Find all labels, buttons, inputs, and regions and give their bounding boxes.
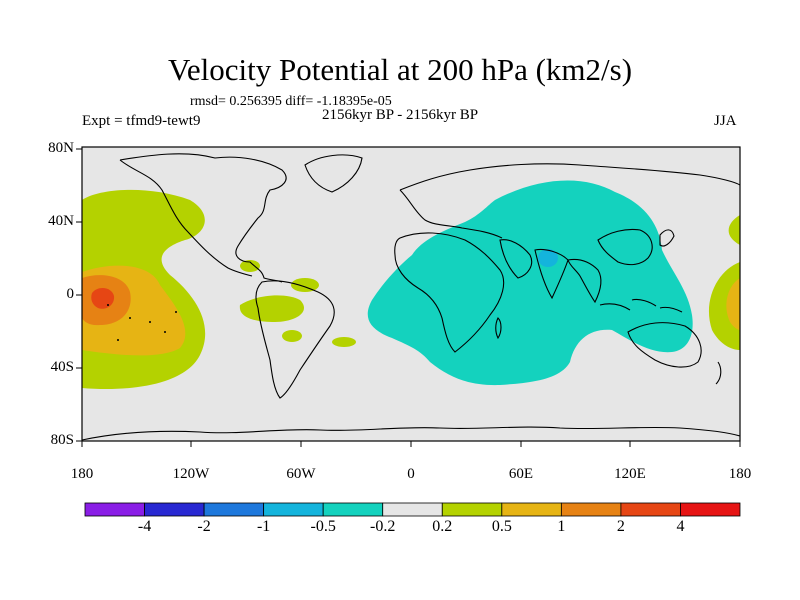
colorbar-label: 1	[557, 518, 566, 535]
colorbar-swatch	[144, 502, 205, 517]
colorbar-swatch	[382, 502, 443, 517]
colorbar-swatch	[560, 502, 622, 517]
lat-label-0: 0	[66, 286, 75, 302]
colorbar-label: -2	[197, 518, 211, 535]
lat-label-40n: 40N	[48, 213, 74, 229]
equatorial-atlantic-positive	[239, 295, 304, 322]
lon-ticks	[81, 441, 741, 447]
lon-label-120w: 120W	[172, 466, 210, 482]
map-title: Velocity Potential at 200 hPa (km2/s)	[167, 52, 633, 87]
colorbar-label: 2	[616, 518, 625, 535]
east-pacific-positive-mid	[726, 278, 740, 330]
stats-text: rmsd= 0.256395 diff= -1.18395e-05	[190, 94, 392, 109]
colorbar-label: -0.2	[370, 518, 396, 535]
pacific-island-dots	[107, 304, 177, 341]
lat-label-80s: 80S	[50, 432, 74, 448]
lon-label-60w: 60W	[286, 466, 316, 482]
lon-label-180e: 180	[728, 466, 752, 482]
colorbar-swatch	[680, 502, 741, 517]
lon-label-60e: 60E	[508, 466, 534, 482]
lon-label-180w: 180	[70, 466, 94, 482]
colorbar-swatch	[263, 502, 324, 517]
colorbar-swatch	[620, 502, 681, 517]
experiment-label: Expt = tfmd9-tewt9	[82, 113, 201, 129]
colorbar-label: 0.2	[432, 518, 453, 535]
lat-label-80n: 80N	[48, 140, 74, 156]
colorbar-label: -4	[137, 518, 152, 535]
lat-label-40s: 40S	[50, 359, 74, 375]
season-label: JJA	[714, 113, 737, 129]
asian-negative-region	[367, 180, 693, 386]
colorbar-swatch	[322, 502, 384, 517]
colorbar-swatch	[84, 502, 145, 517]
colorbar-swatch	[203, 502, 265, 517]
lat-ticks	[76, 148, 82, 442]
pacific-positive-max	[91, 287, 115, 309]
colorbar-label: 4	[676, 518, 685, 535]
colorbar-label: -1	[256, 518, 271, 535]
caribbean-positive-patch	[240, 260, 260, 272]
colorbar	[84, 502, 741, 517]
period-text: 2156kyr BP - 2156kyr BP	[322, 107, 479, 123]
south-atlantic-positive-patch	[332, 337, 356, 347]
lon-label-0: 0	[407, 466, 415, 482]
coastlines	[82, 153, 740, 441]
atlantic-positive-patch	[291, 278, 319, 292]
india-negative-mid	[538, 249, 558, 267]
colorbar-label: -0.5	[310, 518, 336, 535]
colorbar-swatch	[501, 502, 562, 517]
colorbar-swatch	[441, 502, 503, 517]
south-america-positive-patch	[282, 330, 302, 342]
colorbar-label: 0.5	[491, 518, 512, 535]
lon-label-120e: 120E	[614, 466, 646, 482]
